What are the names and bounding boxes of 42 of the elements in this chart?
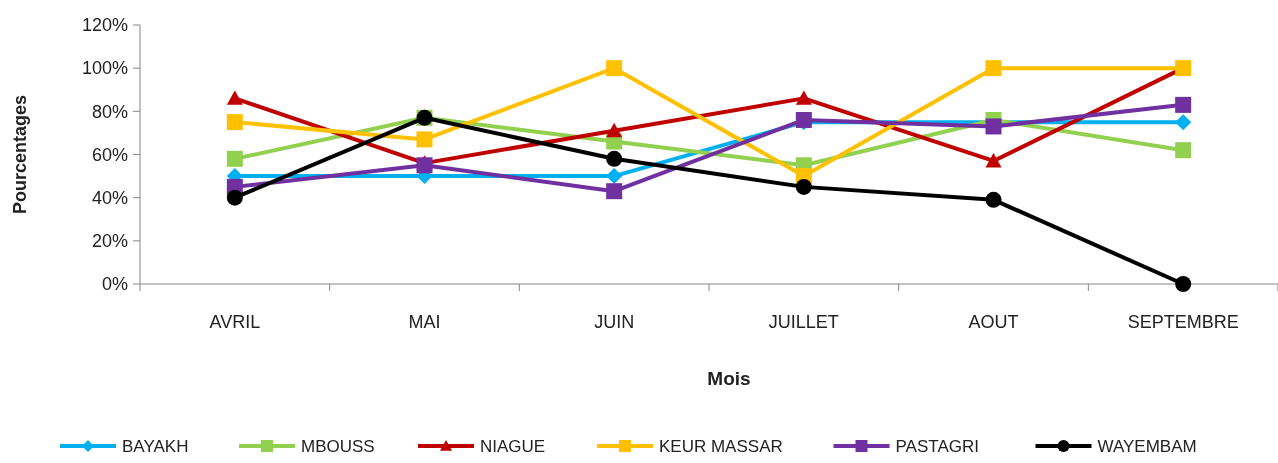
point [606, 60, 623, 77]
x-tick-label: AVRIL [209, 312, 261, 332]
legend-label: NIAGUE [480, 436, 546, 456]
legend-label: MBOUSS [301, 436, 375, 456]
point [795, 178, 812, 195]
point [416, 131, 433, 148]
point [1175, 96, 1192, 113]
legend-label: BAYAKH [122, 436, 189, 456]
point [985, 191, 1002, 208]
point [226, 189, 243, 206]
y-tick-label: 120% [81, 15, 128, 36]
point [985, 118, 1002, 135]
y-tick-label: 100% [81, 58, 128, 79]
point [1175, 276, 1192, 292]
x-tick-label: AOUT [968, 312, 1019, 332]
point [606, 122, 623, 138]
point [1175, 142, 1192, 159]
point [985, 152, 1002, 168]
point [606, 183, 623, 200]
x-tick-label: MAI [408, 312, 441, 332]
y-tick-label: 60% [91, 144, 128, 165]
point [985, 60, 1002, 77]
point [226, 90, 243, 105]
y-tick-label: 0% [101, 274, 128, 295]
y-axis-title: Pourcentages [10, 94, 30, 215]
point [795, 90, 812, 105]
y-tick-label: 40% [91, 187, 128, 208]
y-tick-label: 20% [91, 231, 128, 252]
point [226, 114, 243, 131]
x-tick-label: JUIN [594, 312, 635, 332]
legend-label: KEUR MASSAR [659, 436, 783, 456]
point [226, 150, 243, 167]
legend-label: WAYEMBAM [1097, 436, 1197, 456]
point [1175, 114, 1192, 131]
legend-label: PASTAGRI [895, 436, 979, 456]
point [416, 157, 433, 174]
point [606, 150, 623, 167]
point [606, 168, 623, 185]
x-tick-label: JUILLET [768, 312, 839, 332]
x-tick-label: SEPTEMBRE [1127, 312, 1239, 332]
y-tick-label: 80% [91, 101, 128, 122]
x-axis-title: Mois [707, 368, 751, 389]
